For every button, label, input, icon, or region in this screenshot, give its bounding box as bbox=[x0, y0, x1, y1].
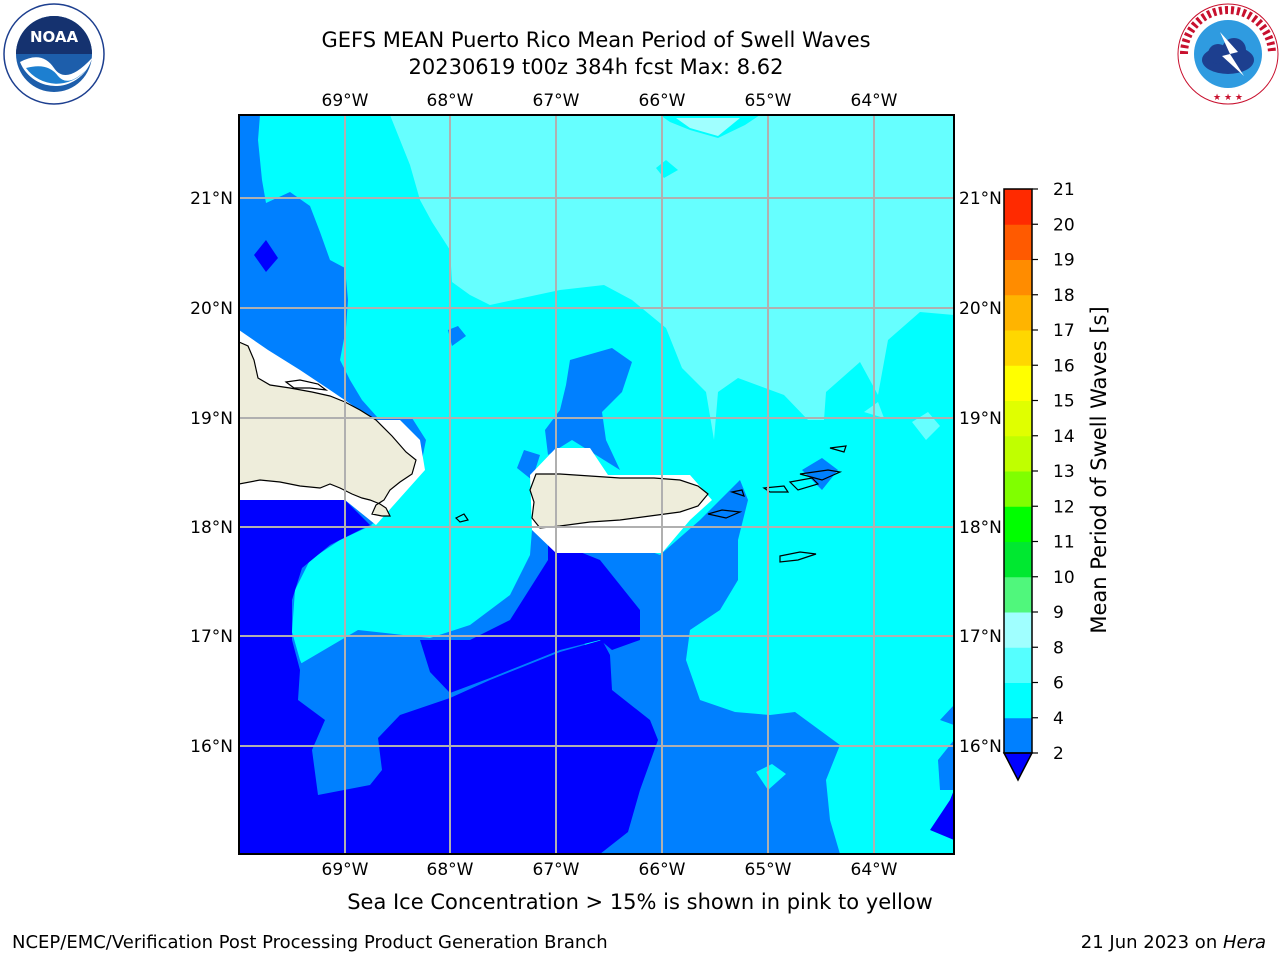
land-tortola bbox=[799, 469, 843, 481]
map-plot-area bbox=[239, 115, 954, 854]
sea-ice-note: Sea Ice Concentration > 15% is shown in … bbox=[347, 890, 933, 914]
swell-field-mid-blue bbox=[940, 705, 954, 725]
footer-machine: Hera bbox=[1222, 932, 1266, 953]
lat-label-left: 21°N bbox=[190, 189, 233, 209]
footer-credit: NCEP/EMC/Verification Post Processing Pr… bbox=[12, 932, 608, 953]
lat-label-left: 19°N bbox=[190, 409, 233, 429]
colorbar-tick-label: 2 bbox=[1053, 744, 1064, 764]
colorbar-tick-label: 19 bbox=[1053, 251, 1075, 271]
colorbar-swatch bbox=[1004, 647, 1032, 683]
lon-label-top: 68°W bbox=[427, 91, 474, 111]
lon-label-top: 65°W bbox=[745, 91, 792, 111]
swell-field-cyan bbox=[756, 764, 786, 790]
colorbar-swatch bbox=[1004, 471, 1032, 507]
colorbar-tick-label: 17 bbox=[1053, 321, 1075, 341]
colorbar-tick-label: 21 bbox=[1053, 180, 1075, 200]
colorbar-swatch bbox=[1004, 400, 1032, 437]
colorbar-title: Mean Period of Swell Waves [s] bbox=[1087, 306, 1111, 633]
lat-label-left: 18°N bbox=[190, 518, 233, 538]
swell-field-light-cyan bbox=[676, 118, 740, 136]
land-puerto-rico bbox=[529, 473, 709, 529]
colorbar-tick-label: 15 bbox=[1053, 392, 1075, 412]
swell-field-deep-blue bbox=[930, 790, 954, 840]
colorbar-tick-label: 13 bbox=[1053, 462, 1075, 482]
swell-field-mid-blue bbox=[545, 348, 632, 470]
footer-date: 21 Jun 2023 on Hera bbox=[1081, 932, 1266, 953]
lat-label-left: 16°N bbox=[190, 737, 233, 757]
swell-field-deep-blue bbox=[239, 500, 658, 854]
lon-label-top: 69°W bbox=[322, 91, 369, 111]
colorbar-swatch bbox=[1004, 506, 1032, 542]
lon-label-bottom: 69°W bbox=[322, 860, 369, 880]
land-tortuga bbox=[284, 379, 329, 391]
land-st-croix bbox=[779, 551, 817, 563]
land-mona bbox=[454, 513, 469, 523]
colorbar-swatch bbox=[1004, 717, 1032, 754]
colorbar-tick-label: 4 bbox=[1053, 709, 1064, 729]
colorbar-swatch bbox=[1004, 682, 1032, 719]
colorbar-swatch bbox=[1004, 576, 1032, 613]
map-frame bbox=[238, 114, 955, 855]
lat-label-right: 20°N bbox=[959, 299, 1002, 319]
swell-field-mid-blue bbox=[802, 458, 838, 490]
land-vieques bbox=[707, 509, 743, 519]
swell-field-mid-blue bbox=[448, 326, 466, 346]
nws-logo: ★ ★ ★ bbox=[1177, 3, 1279, 105]
map-subtitle: 20230619 t00z 384h fcst Max: 8.62 bbox=[408, 55, 784, 79]
noaa-logo-text: NOAA bbox=[30, 28, 79, 46]
lat-label-right: 19°N bbox=[959, 409, 1002, 429]
swell-field-light-cyan bbox=[528, 272, 560, 284]
lat-label-left: 20°N bbox=[190, 299, 233, 319]
lat-label-right: 21°N bbox=[959, 189, 1002, 209]
colorbar-tick-label: 6 bbox=[1053, 674, 1064, 694]
colorbar-tick-label: 16 bbox=[1053, 356, 1075, 376]
colorbar-tick-label: 10 bbox=[1053, 568, 1075, 588]
swell-field-deep-blue bbox=[254, 240, 278, 272]
lat-label-right: 17°N bbox=[959, 627, 1002, 647]
land-culebra bbox=[729, 489, 745, 497]
colorbar-tick-label: 14 bbox=[1053, 427, 1075, 447]
lon-label-top: 66°W bbox=[639, 91, 686, 111]
swell-field-light-cyan bbox=[390, 115, 954, 440]
lon-label-top: 67°W bbox=[533, 91, 580, 111]
colorbar-swatch bbox=[1004, 259, 1032, 296]
footer-date-text: 21 Jun 2023 on bbox=[1080, 932, 1223, 953]
colorbar-swatch bbox=[1004, 365, 1032, 401]
lon-label-bottom: 64°W bbox=[851, 860, 898, 880]
colorbar-tick-label: 9 bbox=[1053, 603, 1064, 623]
map-grid bbox=[239, 115, 954, 854]
colorbar-tick-label: 12 bbox=[1053, 497, 1075, 517]
colorbar-tick-label: 11 bbox=[1053, 533, 1075, 553]
colorbar-swatch bbox=[1004, 541, 1032, 578]
colorbar-swatch bbox=[1004, 435, 1032, 472]
lat-label-left: 17°N bbox=[190, 627, 233, 647]
lat-label-right: 16°N bbox=[959, 737, 1002, 757]
colorbar-swatch bbox=[1004, 612, 1032, 648]
swell-field-deep-blue bbox=[420, 545, 640, 693]
lon-label-bottom: 66°W bbox=[639, 860, 686, 880]
swell-field-mid-blue bbox=[938, 740, 954, 790]
map-title: GEFS MEAN Puerto Rico Mean Period of Swe… bbox=[321, 28, 871, 52]
noaa-logo: NOAA bbox=[3, 3, 105, 105]
colorbar-tick-label: 18 bbox=[1053, 286, 1075, 306]
lon-label-top: 64°W bbox=[851, 91, 898, 111]
colorbar: 2 4 6 8 9 10 11 12 13 14 15 16 17 18 19 20 21 bbox=[1002, 180, 1075, 782]
lat-label-right: 18°N bbox=[959, 518, 1002, 538]
colorbar-swatch bbox=[1004, 294, 1032, 331]
svg-text:★ ★ ★: ★ ★ ★ bbox=[1213, 93, 1243, 103]
land-hispaniola bbox=[239, 341, 417, 517]
colorbar-swatch bbox=[1004, 224, 1032, 260]
lon-label-bottom: 68°W bbox=[427, 860, 474, 880]
colorbar-extend-arrow bbox=[1002, 752, 1034, 782]
colorbar-tick-label: 8 bbox=[1053, 638, 1064, 658]
land-anegada bbox=[829, 445, 847, 453]
colorbar-swatch bbox=[1004, 330, 1032, 366]
land-st-john bbox=[788, 477, 820, 491]
lon-label-bottom: 65°W bbox=[745, 860, 792, 880]
lon-label-bottom: 67°W bbox=[533, 860, 580, 880]
colorbar-swatch bbox=[1004, 189, 1032, 225]
colorbar-tick-label: 20 bbox=[1053, 215, 1075, 235]
